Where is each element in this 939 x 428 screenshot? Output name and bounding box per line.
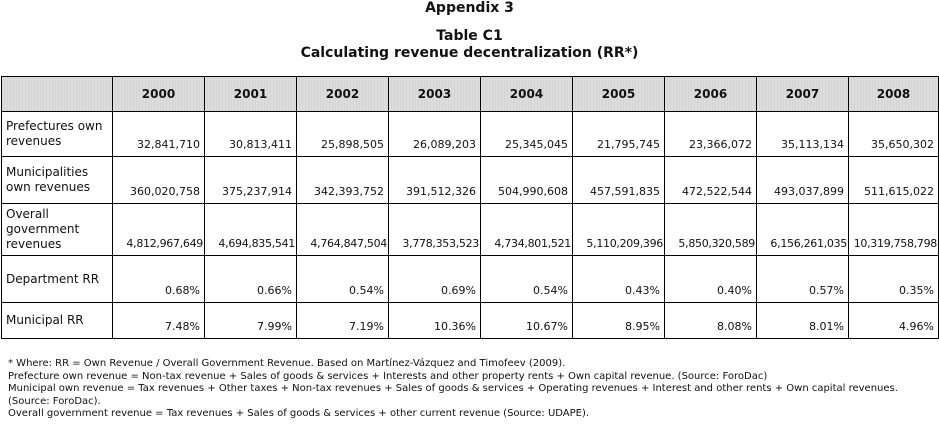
table-cell: 0.68%	[112, 255, 205, 303]
table-cell: 26,089,203	[388, 111, 481, 157]
table-cell: 5,110,209,396	[572, 203, 665, 256]
table-cell: 10.67%	[480, 302, 573, 339]
footnote-prefecture: Prefecture own revenue = Non-tax revenue…	[8, 370, 768, 382]
table-cell: 0.69%	[388, 255, 481, 303]
column-header-2003: 2003	[388, 76, 481, 112]
row-label: Department RR	[1, 255, 113, 303]
revenue-table: 2000 2001 2002 2003 2004 2005 2006 2007 …	[1, 76, 939, 339]
table-cell: 23,366,072	[664, 111, 757, 157]
table-row-municipal-rr: Municipal RR 7.48% 7.99% 7.19% 10.36% 10…	[1, 302, 939, 339]
header-row: 2000 2001 2002 2003 2004 2005 2006 2007 …	[1, 76, 939, 112]
table-row-municipalities-own-revenues: Municipalities own revenues 360,020,758 …	[1, 156, 939, 204]
table-cell: 4,694,835,541	[204, 203, 297, 256]
column-header-2001: 2001	[204, 76, 297, 112]
column-header-2002: 2002	[296, 76, 389, 112]
table-cell: 493,037,899	[756, 156, 849, 204]
row-label: Prefectures own revenues	[1, 111, 113, 157]
table-row-prefectures-own-revenues: Prefectures own revenues 32,841,710 30,8…	[1, 111, 939, 157]
table-cell: 4.96%	[848, 302, 939, 339]
table-cell: 0.40%	[664, 255, 757, 303]
table-cell: 0.54%	[296, 255, 389, 303]
table-cell: 0.35%	[848, 255, 939, 303]
table-cell: 32,841,710	[112, 111, 205, 157]
column-header-2000: 2000	[112, 76, 205, 112]
row-label: Municipalities own revenues	[1, 156, 113, 204]
table-cell: 8.01%	[756, 302, 849, 339]
column-header-2004: 2004	[480, 76, 573, 112]
table-title: Table C1	[436, 28, 503, 44]
table-cell: 360,020,758	[112, 156, 205, 204]
column-header-2007: 2007	[756, 76, 849, 112]
table-cell: 25,345,045	[480, 111, 573, 157]
table-cell: 25,898,505	[296, 111, 389, 157]
table-cell: 5,850,320,589	[664, 203, 757, 256]
table-cell: 0.43%	[572, 255, 665, 303]
table-cell: 3,778,353,523	[388, 203, 481, 256]
table-cell: 7.99%	[204, 302, 297, 339]
column-header-blank	[1, 76, 113, 112]
table-row-overall-government-revenues: Overall government revenues 4,812,967,64…	[1, 203, 939, 256]
table-row-department-rr: Department RR 0.68% 0.66% 0.54% 0.69% 0.…	[1, 255, 939, 303]
column-header-2006: 2006	[664, 76, 757, 112]
table-cell: 391,512,326	[388, 156, 481, 204]
column-header-2005: 2005	[572, 76, 665, 112]
document-heading: Appendix 3 Table C1 Calculating revenue …	[0, 0, 939, 62]
table-cell: 7.48%	[112, 302, 205, 339]
table-cell: 4,764,847,504	[296, 203, 389, 256]
footnote-overall: Overall government revenue = Tax revenue…	[8, 408, 590, 419]
table-cell: 35,113,134	[756, 111, 849, 157]
table-cell: 8.08%	[664, 302, 757, 339]
row-label: Municipal RR	[1, 302, 113, 339]
table-cell: 0.66%	[204, 255, 297, 303]
table-cell: 457,591,835	[572, 156, 665, 204]
table-cell: 8.95%	[572, 302, 665, 339]
table-cell: 10.36%	[388, 302, 481, 339]
table-cell: 0.54%	[480, 255, 573, 303]
table-cell: 30,813,411	[204, 111, 297, 157]
table-notes: * Where: RR = Own Revenue / Overall Gove…	[8, 358, 933, 421]
table-cell: 4,812,967,649	[112, 203, 205, 256]
footnote-municipal: Municipal own revenue = Tax revenues + O…	[8, 383, 898, 407]
table-cell: 21,795,745	[572, 111, 665, 157]
table-cell: 0.57%	[756, 255, 849, 303]
row-label: Overall government revenues	[1, 203, 113, 256]
appendix-title: Appendix 3	[425, 0, 514, 16]
table-cell: 6,156,261,035	[756, 203, 849, 256]
table-cell: 375,237,914	[204, 156, 297, 204]
table-cell: 504,990,608	[480, 156, 573, 204]
table-cell: 35,650,302	[848, 111, 939, 157]
table-subtitle: Calculating revenue decentralization (RR…	[300, 45, 639, 61]
table-cell: 10,319,758,798	[848, 203, 939, 256]
footnote-definition: * Where: RR = Own Revenue / Overall Gove…	[8, 358, 566, 369]
table-cell: 7.19%	[296, 302, 389, 339]
table-cell: 4,734,801,521	[480, 203, 573, 256]
table-cell: 472,522,544	[664, 156, 757, 204]
column-header-2008: 2008	[848, 76, 939, 112]
table-cell: 342,393,752	[296, 156, 389, 204]
table-cell: 511,615,022	[848, 156, 939, 204]
